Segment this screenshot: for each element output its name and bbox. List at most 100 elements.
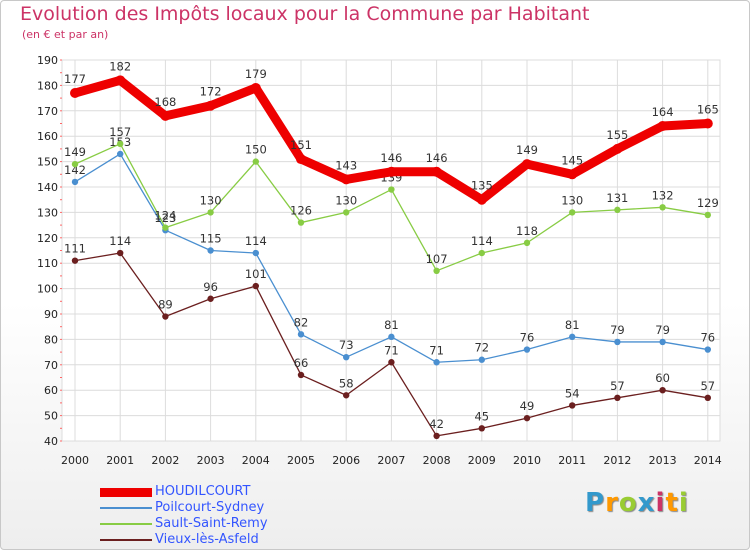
data-point	[478, 249, 485, 257]
data-label: 130	[200, 193, 222, 207]
x-tick-label: 2004	[242, 454, 270, 467]
data-label: 76	[700, 331, 715, 345]
data-label: 145	[561, 153, 583, 167]
data-label: 82	[294, 315, 309, 329]
x-tick-label: 2005	[287, 454, 315, 467]
data-label: 114	[109, 234, 131, 248]
x-tick-label: 2012	[603, 454, 631, 467]
data-point	[160, 110, 171, 121]
data-label: 142	[64, 163, 86, 177]
data-label: 126	[290, 204, 312, 218]
data-label: 42	[429, 417, 444, 431]
x-tick-label: 2003	[197, 454, 225, 467]
data-point	[343, 209, 350, 216]
data-label: 101	[245, 267, 267, 281]
data-label: 146	[380, 151, 402, 165]
data-point	[433, 359, 440, 366]
data-point	[343, 392, 350, 399]
x-tick-label: 2010	[513, 454, 541, 467]
legend-swatch	[100, 523, 152, 525]
data-label: 81	[565, 318, 580, 332]
data-label: 115	[200, 232, 222, 246]
data-point	[569, 402, 576, 409]
legend-label: Poilcourt-Sydney	[155, 500, 265, 515]
data-point	[386, 166, 397, 177]
data-point	[431, 166, 442, 177]
data-point	[252, 249, 259, 257]
legend-label: HOUDILCOURT	[155, 484, 251, 499]
data-label: 111	[64, 242, 86, 256]
data-point	[71, 178, 79, 186]
data-label: 182	[109, 59, 131, 73]
data-label: 71	[384, 343, 399, 357]
data-point	[433, 432, 440, 440]
data-label: 49	[520, 399, 535, 413]
data-point	[657, 121, 668, 132]
y-tick-label: 160	[37, 130, 58, 143]
data-point	[433, 267, 440, 275]
data-label: 58	[339, 376, 354, 390]
y-tick-label: 80	[44, 333, 58, 346]
legend-swatch	[100, 539, 152, 541]
data-point	[659, 204, 666, 211]
data-point	[614, 338, 621, 346]
data-label: 130	[335, 193, 357, 207]
data-label: 164	[652, 105, 674, 119]
data-point	[71, 257, 79, 264]
data-point	[162, 313, 169, 320]
data-point	[205, 100, 216, 111]
data-point	[569, 333, 576, 341]
y-tick-label: 180	[37, 79, 58, 92]
data-point	[250, 82, 261, 93]
data-label: 60	[655, 371, 670, 385]
data-label: 114	[245, 234, 267, 248]
legend-swatch	[100, 507, 152, 509]
x-tick-label: 2014	[694, 454, 722, 467]
data-point	[297, 219, 305, 226]
data-label: 150	[245, 143, 267, 157]
data-label: 146	[426, 151, 448, 165]
y-tick-label: 190	[37, 54, 58, 67]
x-tick-label: 2009	[468, 454, 496, 467]
x-tick-label: 2006	[332, 454, 360, 467]
data-label: 149	[516, 143, 538, 157]
data-label: 143	[335, 158, 357, 172]
data-label: 165	[697, 103, 719, 117]
data-point	[388, 186, 395, 193]
data-point	[207, 247, 214, 254]
data-point	[71, 160, 79, 168]
data-label: 129	[697, 196, 719, 210]
data-label: 79	[610, 323, 625, 337]
data-label: 57	[700, 379, 715, 393]
data-label: 89	[158, 298, 173, 312]
data-point	[343, 353, 350, 361]
data-point	[612, 143, 623, 154]
x-tick-label: 2011	[558, 454, 586, 467]
x-tick-label: 2007	[377, 454, 405, 467]
x-tick-label: 2000	[61, 454, 89, 467]
data-point	[388, 333, 395, 341]
data-label: 168	[154, 95, 176, 109]
data-label: 45	[474, 409, 489, 423]
y-tick-label: 140	[37, 181, 58, 194]
data-label: 73	[339, 338, 354, 352]
data-label: 172	[200, 85, 222, 99]
chart-title: Evolution des Impôts locaux pour la Comm…	[20, 3, 590, 25]
data-point	[478, 425, 485, 432]
data-label: 66	[294, 356, 309, 370]
data-label: 79	[655, 323, 670, 337]
data-point	[704, 394, 711, 402]
data-point	[702, 118, 713, 129]
data-label: 149	[64, 145, 86, 159]
y-tick-label: 170	[37, 105, 58, 118]
data-point	[388, 359, 395, 366]
data-label: 157	[109, 125, 131, 139]
data-point	[569, 209, 576, 216]
data-label: 151	[290, 138, 312, 152]
data-point	[704, 346, 711, 353]
legend-label: Vieux-lès-Asfeld	[155, 532, 259, 547]
data-point	[614, 206, 621, 214]
y-tick-label: 60	[44, 384, 58, 397]
data-point	[117, 140, 124, 148]
